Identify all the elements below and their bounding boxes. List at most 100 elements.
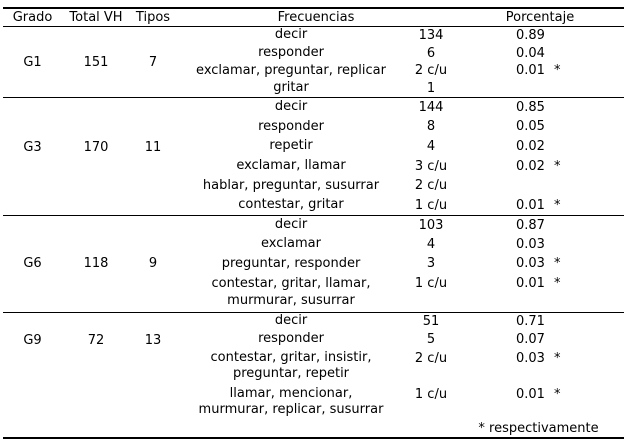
verbs-cell: decir bbox=[274, 27, 308, 43]
percentage-cell: 0.85 bbox=[456, 98, 624, 118]
percentage-cell: 0.01 * bbox=[456, 62, 624, 80]
frequency-row: G6 118 9 decir 103 0.87 bbox=[3, 215, 624, 271]
frequency-row: responder 6 0.04 bbox=[3, 44, 624, 62]
percentage-cell: 0.02 * bbox=[456, 156, 624, 176]
verbs-cell: decir bbox=[274, 313, 308, 329]
frequency-row: llamar, mencionar, murmurar, replicar, su… bbox=[3, 384, 624, 420]
frequency-row: contestar, gritar, insistir, preguntar, r… bbox=[3, 348, 624, 384]
frequency-row: exclamar, preguntar, replicar 2 c/u 0.01 * bbox=[3, 62, 624, 80]
percentage-cell bbox=[456, 80, 624, 98]
tipos-cell: 11 bbox=[144, 139, 162, 155]
percentage-value: 0.04 bbox=[516, 45, 545, 61]
count-cell: 134 bbox=[418, 28, 444, 44]
percentage-cell: 0.05 bbox=[456, 117, 624, 137]
count-cell: 1 c/u bbox=[414, 276, 448, 292]
count-cell: 2 c/u bbox=[414, 350, 448, 366]
asterisk: * bbox=[554, 276, 561, 292]
percentage-cell: 0.03 bbox=[456, 235, 624, 254]
total-vh-cell: 151 bbox=[83, 54, 109, 70]
verbs-cell: decir bbox=[274, 99, 308, 115]
count-cell: 5 bbox=[426, 331, 436, 347]
percentage-value: 0.01 * bbox=[516, 63, 561, 79]
col-header-porcentaje: Porcentaje bbox=[505, 10, 575, 25]
asterisk: * bbox=[554, 197, 561, 213]
count-cell: 4 bbox=[426, 237, 436, 253]
grade-section-g3: G3 170 11 decir 144 0.85 responder 8 0.05 repetir… bbox=[3, 97, 624, 216]
col-header-tipos: Tipos bbox=[135, 10, 171, 25]
verbs-cell: decir bbox=[274, 217, 308, 233]
frequency-row: G3 170 11 decir 144 0.85 bbox=[3, 98, 624, 155]
frequency-row: gritar 1 bbox=[3, 80, 624, 98]
table-header: Grado Total VH Tipos Frecuencias Porcent… bbox=[3, 8, 624, 27]
verbs-cell: llamar, mencionar, murmurar, replicar, su… bbox=[198, 385, 384, 418]
count-cell: 4 bbox=[426, 139, 436, 155]
count-cell: 1 c/u bbox=[414, 386, 448, 402]
count-cell: 3 c/u bbox=[414, 158, 448, 174]
col-header-grado: Grado bbox=[12, 10, 53, 25]
percentage-value: 0.85 bbox=[516, 100, 545, 116]
count-cell: 1 bbox=[426, 80, 436, 96]
count-cell: 144 bbox=[418, 100, 444, 116]
percentage-cell: 0.03 * bbox=[456, 348, 624, 384]
count-cell: 6 bbox=[426, 45, 436, 61]
verbs-cell: exclamar, preguntar, replicar bbox=[196, 62, 386, 78]
frequency-row: repetir 4 0.02 bbox=[3, 137, 624, 157]
percentage-cell: 0.03 * bbox=[456, 254, 624, 273]
frequency-row: exclamar, llamar 3 c/u 0.02 * bbox=[3, 156, 624, 176]
percentage-value: 0.02 bbox=[516, 139, 545, 155]
frequency-row: exclamar 4 0.03 bbox=[3, 235, 624, 254]
frequencies-table: Grado Total VH Tipos Frecuencias Porcent… bbox=[3, 7, 624, 440]
asterisk: * bbox=[554, 63, 561, 79]
percentage-value: 0.07 bbox=[516, 331, 545, 347]
count-cell: 103 bbox=[418, 217, 444, 233]
verbs-cell: contestar, gritar, insistir, preguntar, r… bbox=[210, 349, 372, 382]
tipos-cell: 13 bbox=[144, 333, 162, 349]
verbs-cell: gritar bbox=[273, 80, 309, 96]
verbs-cell: responder bbox=[258, 331, 324, 347]
count-cell: 51 bbox=[422, 314, 440, 330]
percentage-cell: 0.07 bbox=[456, 330, 624, 348]
percentage-value: 0.03 bbox=[516, 237, 545, 253]
footnote: * respectivamente bbox=[478, 421, 599, 437]
frequency-row: responder 5 0.07 bbox=[3, 330, 624, 348]
footnote-spacer bbox=[3, 420, 456, 438]
frequency-row: contestar, gritar, llamar, murmurar, susu… bbox=[3, 274, 624, 313]
asterisk: * bbox=[554, 158, 561, 174]
percentage-cell: 0.01 * bbox=[456, 196, 624, 216]
verbs-cell: hablar, preguntar, susurrar bbox=[202, 177, 380, 193]
percentage-value: 0.01 * bbox=[516, 276, 561, 292]
asterisk: * bbox=[554, 350, 561, 366]
total-vh-cell: 118 bbox=[83, 256, 109, 272]
frequency-row: responder 8 0.05 bbox=[3, 117, 624, 137]
grado-cell: G3 bbox=[23, 139, 42, 155]
col-header-frecuencias: Frecuencias bbox=[277, 10, 355, 25]
total-vh-cell: 170 bbox=[83, 139, 109, 155]
verbs-cell: exclamar, llamar bbox=[236, 158, 346, 174]
verbs-cell: preguntar, responder bbox=[221, 255, 361, 271]
percentage-cell: 0.87 bbox=[456, 215, 624, 234]
tipos-cell: 9 bbox=[148, 256, 158, 272]
verbs-cell: responder bbox=[258, 118, 324, 134]
col-header-total-vh: Total VH bbox=[69, 10, 123, 25]
count-cell: 3 bbox=[426, 256, 436, 272]
percentage-cell: 0.01 * bbox=[456, 384, 624, 420]
footnote-row: * respectivamente bbox=[3, 420, 624, 438]
grade-section-g9: G9 72 13 decir 51 0.71 responder 5 0.07 contestar… bbox=[3, 312, 624, 438]
tipos-cell: 7 bbox=[148, 54, 158, 70]
percentage-value: 0.01 * bbox=[516, 386, 561, 402]
count-cell: 2 c/u bbox=[414, 63, 448, 79]
percentage-value: 0.05 bbox=[516, 119, 545, 135]
count-cell: 1 c/u bbox=[414, 197, 448, 213]
verbs-cell: contestar, gritar bbox=[238, 197, 344, 213]
percentage-value: 0.71 bbox=[516, 314, 545, 330]
percentage-cell: 0.01 * bbox=[456, 274, 624, 313]
percentage-cell bbox=[456, 176, 624, 196]
count-cell: 2 c/u bbox=[414, 178, 448, 194]
percentage-value: 0.01 * bbox=[516, 197, 561, 213]
grade-section-g6: G6 118 9 decir 103 0.87 exclamar 4 0.03 preguntar… bbox=[3, 215, 624, 312]
verbs-cell: repetir bbox=[269, 138, 313, 154]
asterisk: * bbox=[554, 256, 561, 272]
verbs-cell: exclamar bbox=[261, 236, 321, 252]
header-row: Grado Total VH Tipos Frecuencias Porcent… bbox=[3, 8, 624, 27]
grado-cell: G1 bbox=[23, 54, 42, 70]
